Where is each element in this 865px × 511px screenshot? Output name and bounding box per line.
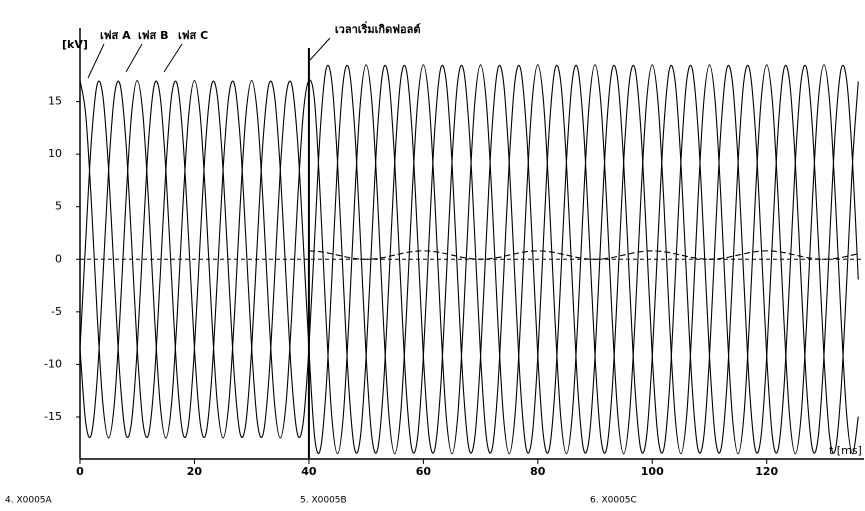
y-tick-label: -15 bbox=[44, 410, 62, 423]
pointer bbox=[309, 37, 331, 61]
y-tick-label: 15 bbox=[48, 95, 62, 108]
x-tick-label: 100 bbox=[641, 465, 664, 478]
series-line bbox=[79, 64, 859, 455]
x-tick-label: 120 bbox=[755, 465, 778, 478]
y-tick-label: -5 bbox=[51, 305, 62, 318]
footer-label: 4. X0005A bbox=[5, 496, 53, 506]
y-tick-label: 5 bbox=[55, 200, 62, 213]
footer-label: 6. X0005C bbox=[590, 496, 637, 506]
y-tick-label: -10 bbox=[44, 357, 62, 370]
x-tick-label: 80 bbox=[530, 465, 546, 478]
y-axis-label: [kV] bbox=[62, 38, 88, 51]
x-axis-label: t [ms] bbox=[829, 444, 862, 457]
annotation: เวลาเริ่มเกิดฟอลต์ bbox=[335, 21, 421, 36]
footer-label: 5. X0005B bbox=[300, 496, 347, 506]
series-line bbox=[79, 64, 859, 454]
x-tick-label: 0 bbox=[76, 465, 84, 478]
series-label: เฟส B bbox=[138, 29, 168, 42]
pointer bbox=[87, 43, 105, 79]
series-line bbox=[79, 64, 859, 454]
pointer bbox=[163, 43, 183, 73]
y-tick-label: 0 bbox=[55, 252, 62, 265]
series-label: เฟส A bbox=[100, 29, 131, 42]
x-tick-label: 60 bbox=[416, 465, 432, 478]
y-tick-label: 10 bbox=[48, 147, 62, 160]
x-tick-label: 40 bbox=[301, 465, 317, 478]
x-tick-label: 20 bbox=[187, 465, 203, 478]
series-label: เฟส C bbox=[178, 29, 208, 42]
pointer bbox=[125, 43, 143, 73]
series-line bbox=[308, 250, 859, 260]
